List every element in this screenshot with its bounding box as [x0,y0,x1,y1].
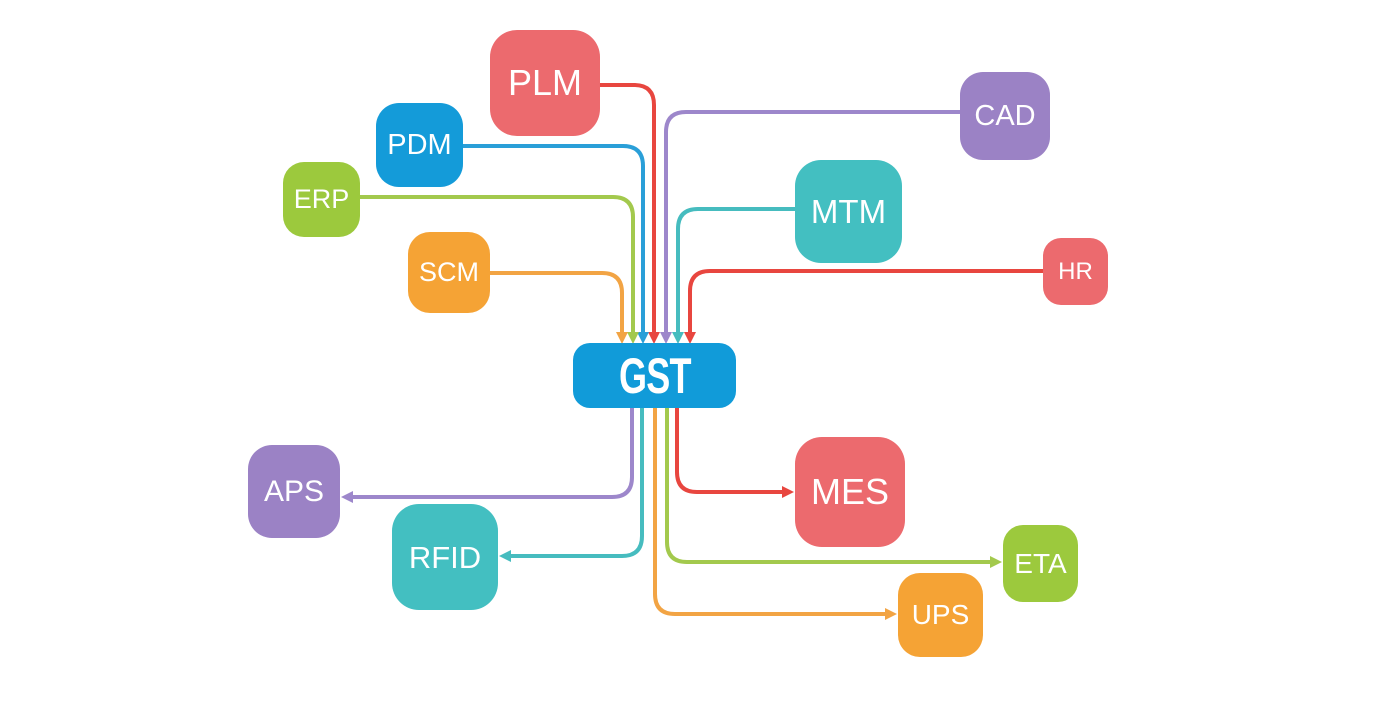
edge-pdm-gst-arrowhead [637,332,649,344]
node-hr-label: HR [1058,257,1093,285]
edge-hr-gst-arrowhead [684,332,696,344]
node-gst-center: GST [573,343,736,408]
edge-gst-rfid-arrowhead [499,550,511,562]
node-plm-label: PLM [507,62,583,103]
node-aps-label: APS [263,474,325,508]
edge-cad-gst [664,110,960,332]
edge-mtm-gst-arrowhead [672,332,684,344]
edge-mtm-gst [676,207,795,332]
edge-hr-gst [688,269,1043,332]
node-erp: ERP [283,162,360,237]
edge-gst-aps-arrowhead [341,491,353,503]
node-cad-label: CAD [974,99,1036,132]
edge-plm-gst-arrowhead [648,332,660,344]
edge-gst-eta-arrowhead [990,556,1002,568]
edge-gst-aps [353,408,634,499]
node-eta-label: ETA [1014,547,1067,579]
node-mtm: MTM [795,160,902,263]
node-ups-label: UPS [911,599,970,630]
node-ups: UPS [898,573,983,657]
node-plm: PLM [490,30,600,136]
node-mes: MES [795,437,905,547]
node-eta: ETA [1003,525,1078,602]
edge-gst-rfid [511,408,644,558]
node-mtm-label: MTM [810,193,887,230]
node-cad: CAD [960,72,1050,160]
node-pdm-label: PDM [387,128,452,161]
edge-gst-mes [675,408,782,494]
node-rfid-label: RFID [408,539,482,575]
node-rfid: RFID [392,504,498,610]
edge-gst-ups [653,408,885,616]
edge-erp-gst [360,195,635,332]
node-scm: SCM [408,232,490,313]
edge-scm-gst [490,271,624,332]
edge-scm-gst-arrowhead [616,332,628,344]
edge-gst-mes-arrowhead [782,486,794,498]
node-aps: APS [248,445,340,538]
node-hr: HR [1043,238,1108,305]
node-erp-label: ERP [293,184,350,214]
edge-pdm-gst [463,144,645,332]
node-pdm: PDM [376,103,463,187]
edge-erp-gst-arrowhead [627,332,639,344]
node-mes-label: MES [810,471,889,512]
node-gst-label: GST [618,347,692,404]
edge-gst-ups-arrowhead [885,608,897,620]
node-scm-label: SCM [419,257,479,287]
edge-plm-gst [600,83,656,332]
edge-gst-eta [665,408,990,564]
edge-cad-gst-arrowhead [660,332,672,344]
